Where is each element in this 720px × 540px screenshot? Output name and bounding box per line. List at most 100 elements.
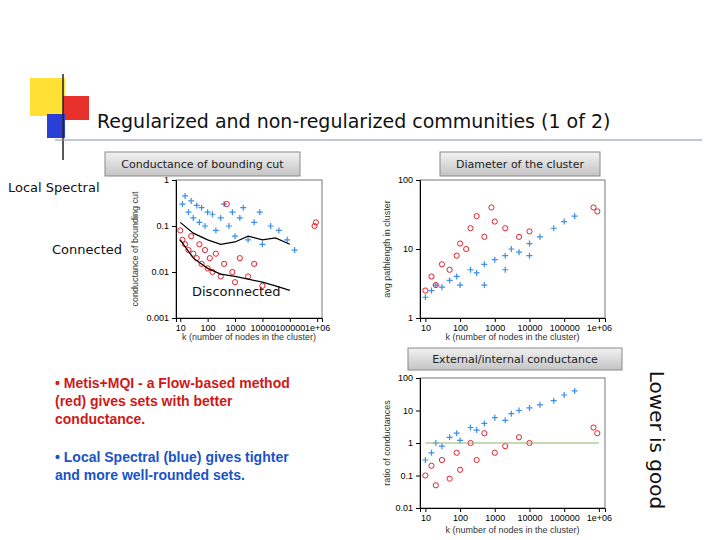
y-tick: 1 [408,438,420,448]
tick-label: 100000 [550,513,580,523]
point [230,269,235,274]
tick-mark [529,508,530,512]
y-axis: 0.0010.010.11 [146,175,176,323]
tick-label: 1e+06 [587,513,612,523]
tick-mark [495,318,496,322]
point [196,219,202,225]
slide-title: Regularized and non-regularized communit… [97,110,610,132]
title-box [408,348,622,370]
point [474,213,479,218]
series-points [423,425,600,488]
tick-mark [416,180,420,181]
point [433,282,438,287]
tick-mark [599,508,600,512]
point [527,229,532,234]
annotations: Local SpectralConnectedDisconnected [8,180,280,299]
tick-label: 1 [164,175,169,185]
point [502,267,508,273]
point [481,282,487,288]
y-axis: 110100 [398,175,421,323]
point [423,288,428,293]
series-line [180,222,290,244]
point [313,220,318,225]
tick-mark [529,318,530,322]
point [240,205,246,211]
y-axis-title: ratio of conductances [382,400,392,486]
point [439,284,445,290]
point [433,282,439,288]
chart: Conductance of bounding cut1010010001000… [8,152,330,342]
point [516,435,521,440]
plot-area [422,388,600,488]
point [439,262,444,267]
point [433,483,438,488]
point [474,457,479,462]
x-tick: 1e+06 [587,508,612,523]
chart-title: Conductance of bounding cut [121,158,284,171]
bullets: • Metis+MQI - a Flow-based method(red) g… [55,375,290,483]
tick-label: 1 [408,438,413,448]
point [213,227,219,233]
tick-mark [416,378,420,379]
bullet-line: • Local Spectral (blue) gives tighter [55,449,289,465]
point [209,211,215,217]
plot-area [422,205,600,300]
point [492,415,498,421]
point [224,201,229,206]
y-tick: 0.01 [151,267,176,277]
point [474,270,480,276]
tick-mark [599,318,600,322]
y-tick: 100 [398,373,420,383]
point [276,227,282,233]
point [439,443,445,449]
series-points [422,213,577,300]
point [251,219,257,225]
point [595,209,600,214]
tick-mark [290,318,291,322]
point [199,205,205,211]
axis-line [416,379,421,509]
tick-mark [416,411,420,412]
decoration [30,74,702,160]
point [185,209,191,215]
point [482,234,487,239]
point [526,241,532,247]
point [551,225,557,231]
tick-label: 0.01 [151,267,169,277]
chart: External/internal conductance10100100010… [382,348,622,535]
point [422,294,428,300]
tick-label: 10 [403,406,413,416]
point [237,256,242,261]
point [492,450,497,455]
tick-label: 1e+06 [587,323,612,333]
point [179,201,185,207]
plot-frame [420,180,605,318]
tick-mark [172,318,176,319]
tick-mark [416,443,420,444]
deco-rule [62,74,64,160]
tick-label: 1000 [485,513,505,523]
x-tick: 1e+06 [587,318,612,333]
series-line [425,442,599,443]
y-tick: 100 [398,175,420,185]
x-tick: 100000 [550,508,580,523]
y-tick: 1 [164,175,176,185]
tick-mark [172,272,176,273]
chart: Diameter of the cluster10100100010000100… [382,152,612,342]
title-box [440,152,600,176]
y-axis-title: conductance of bounding cut [130,191,140,307]
tick-label: 0.1 [400,471,413,481]
tick-label: 100 [398,373,413,383]
point [190,215,196,221]
x-axis-title: k (number of nodes in the cluster) [182,332,316,342]
x-axis-title: k (number of nodes in the cluster) [445,525,579,535]
tick-label: 0.1 [156,221,169,231]
point [218,215,224,221]
point [572,213,578,219]
point [447,267,452,272]
y-tick: 10 [403,406,420,416]
tick-mark [262,318,263,322]
point [292,247,298,253]
tick-mark [235,318,236,322]
axis-line [172,181,177,319]
